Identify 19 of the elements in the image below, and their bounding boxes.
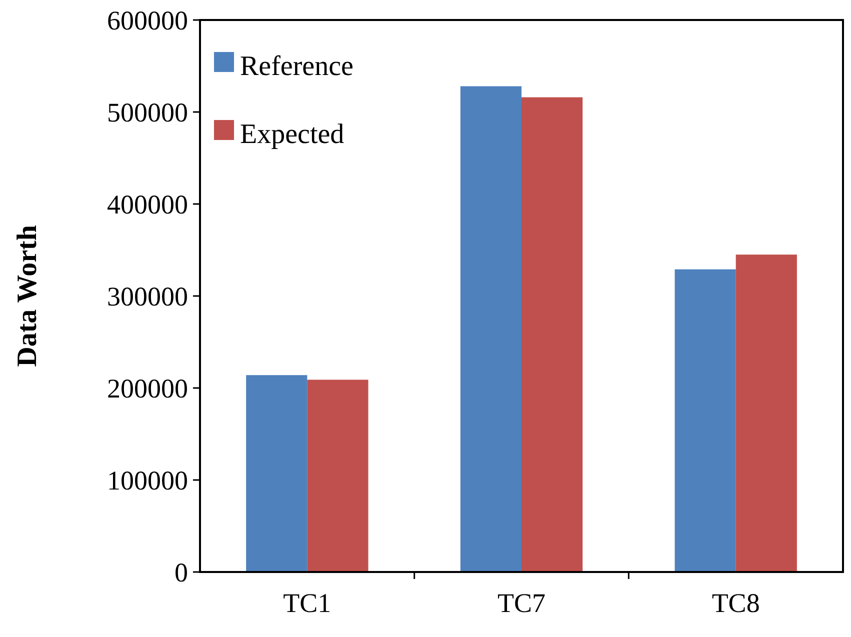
legend-label: Reference (240, 50, 354, 82)
y-tick-label: 400000 (107, 189, 188, 220)
legend-label: Expected (240, 118, 344, 150)
y-tick-label: 300000 (107, 281, 188, 312)
y-axis-title: Data Worth (12, 224, 43, 367)
x-tick-label: TC8 (712, 588, 760, 618)
bar (246, 375, 308, 572)
x-tick-label: TC7 (497, 588, 546, 618)
bar (522, 97, 583, 572)
bar (674, 269, 736, 572)
y-tick-label: 100000 (107, 465, 188, 496)
y-tick-label: 500000 (107, 97, 188, 128)
bar (736, 254, 797, 572)
bar (460, 86, 522, 572)
y-tick-label: 200000 (107, 373, 188, 404)
y-tick-label: 600000 (107, 5, 188, 36)
x-tick-label: TC1 (283, 588, 332, 618)
bar (307, 380, 368, 572)
y-tick-label: 0 (174, 557, 188, 588)
